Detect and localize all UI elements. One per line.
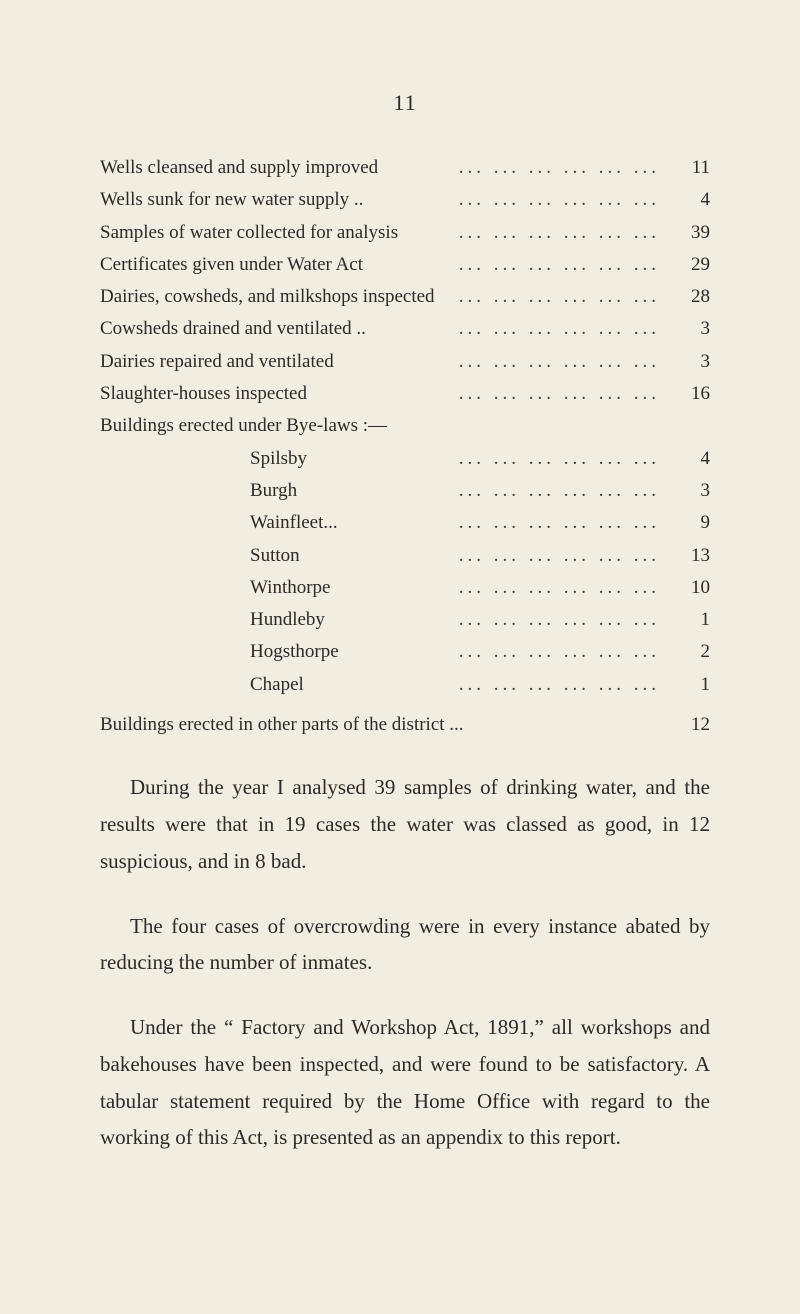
leader-dots: ... ... ... ... ... ... bbox=[307, 378, 666, 410]
buildings-other-parts-row: Buildings erected in other parts of the … bbox=[100, 709, 710, 741]
sub-list-intro: Buildings erected under Bye-laws :— bbox=[100, 410, 710, 442]
list-row: Dairies, cowsheds, and milkshops inspect… bbox=[100, 281, 710, 313]
list-row: Chapel... ... ... ... ... ... 1 bbox=[100, 669, 710, 701]
row-value: 10 bbox=[666, 572, 710, 604]
row-value: 4 bbox=[666, 443, 710, 475]
row-label: Certificates given under Water Act bbox=[100, 249, 363, 281]
row-label: Cowsheds drained and ventilated .. bbox=[100, 313, 366, 345]
row-label: Dairies, cowsheds, and milkshops inspect… bbox=[100, 281, 435, 313]
paragraph-1-text: During the year I analysed 39 samples of… bbox=[100, 769, 710, 879]
list-row: Wells cleansed and supply improved... ..… bbox=[100, 152, 710, 184]
row-label: Dairies repaired and ventilated bbox=[100, 346, 334, 378]
list-row: Sutton... ... ... ... ... ... 13 bbox=[100, 540, 710, 572]
row-value: 3 bbox=[666, 313, 710, 345]
list-row: Wells sunk for new water supply ..... ..… bbox=[100, 184, 710, 216]
row-label: Sutton bbox=[250, 540, 300, 572]
list-row: Wainfleet...... ... ... ... ... ... 9 bbox=[100, 507, 710, 539]
row-value: 3 bbox=[666, 475, 710, 507]
leader-dots: ... ... ... ... ... ... bbox=[334, 346, 666, 378]
leader-dots: ... ... ... ... ... ... bbox=[339, 636, 666, 668]
sub-list: Spilsby... ... ... ... ... ... 4Burgh...… bbox=[100, 443, 710, 701]
paragraph-2: The four cases of overcrowding were in e… bbox=[100, 908, 710, 982]
leader-dots: ... ... ... ... ... ... bbox=[304, 669, 666, 701]
row-value: 12 bbox=[666, 709, 710, 741]
leader-dots: ... ... ... ... ... ... bbox=[366, 313, 666, 345]
leader-dots: ... ... ... ... ... ... bbox=[300, 540, 666, 572]
row-value: 1 bbox=[666, 604, 710, 636]
row-label: Slaughter-houses inspected bbox=[100, 378, 307, 410]
leader-dots: ... ... ... ... ... ... bbox=[325, 604, 666, 636]
list-row: Winthorpe... ... ... ... ... ... 10 bbox=[100, 572, 710, 604]
leader-dots: ... ... ... ... ... ... bbox=[338, 507, 666, 539]
paragraph-3: Under the “ Factory and Workshop Act, 18… bbox=[100, 1009, 710, 1156]
row-label: Hundleby bbox=[250, 604, 325, 636]
row-label: Wells sunk for new water supply .. bbox=[100, 184, 363, 216]
leader-dots: ... ... ... ... ... ... bbox=[307, 443, 666, 475]
list-row: Slaughter-houses inspected... ... ... ..… bbox=[100, 378, 710, 410]
row-value: 13 bbox=[666, 540, 710, 572]
leader-dots: ... ... ... ... ... ... bbox=[331, 572, 667, 604]
list-row: Samples of water collected for analysis.… bbox=[100, 217, 710, 249]
list-row: Burgh... ... ... ... ... ... 3 bbox=[100, 475, 710, 507]
leader-dots: ... ... ... ... ... ... bbox=[398, 217, 666, 249]
list-row: Hundleby... ... ... ... ... ... 1 bbox=[100, 604, 710, 636]
row-label: Samples of water collected for analysis bbox=[100, 217, 398, 249]
row-label: Buildings erected in other parts of the … bbox=[100, 709, 464, 741]
row-label: Spilsby bbox=[250, 443, 307, 475]
row-value: 39 bbox=[666, 217, 710, 249]
leader-dots: ... ... ... ... ... ... bbox=[297, 475, 666, 507]
list-row: Cowsheds drained and ventilated ..... ..… bbox=[100, 313, 710, 345]
document-page: 11 Wells cleansed and supply improved...… bbox=[0, 0, 800, 1314]
row-value: 2 bbox=[666, 636, 710, 668]
row-value: 28 bbox=[666, 281, 710, 313]
leader-dots: ... ... ... ... ... ... bbox=[378, 152, 666, 184]
row-value: 11 bbox=[666, 152, 710, 184]
list-row: Certificates given under Water Act... ..… bbox=[100, 249, 710, 281]
leader-dots: ... ... ... ... ... ... bbox=[363, 249, 666, 281]
row-value: 16 bbox=[666, 378, 710, 410]
row-label: Wainfleet... bbox=[250, 507, 338, 539]
leader-dots: ... ... ... ... ... ... bbox=[363, 184, 666, 216]
row-value: 1 bbox=[666, 669, 710, 701]
row-label: Chapel bbox=[250, 669, 304, 701]
paragraph-2-text: The four cases of overcrowding were in e… bbox=[100, 908, 710, 982]
list-row: Dairies repaired and ventilated... ... .… bbox=[100, 346, 710, 378]
row-value: 3 bbox=[666, 346, 710, 378]
leader-dots: ... ... ... ... ... ... bbox=[435, 281, 666, 313]
row-value: 9 bbox=[666, 507, 710, 539]
list-row: Hogsthorpe... ... ... ... ... ... 2 bbox=[100, 636, 710, 668]
row-value: 29 bbox=[666, 249, 710, 281]
paragraph-3-text: Under the “ Factory and Workshop Act, 18… bbox=[100, 1009, 710, 1156]
row-label: Hogsthorpe bbox=[250, 636, 339, 668]
row-label: Burgh bbox=[250, 475, 297, 507]
row-label: Winthorpe bbox=[250, 572, 331, 604]
row-label: Wells cleansed and supply improved bbox=[100, 152, 378, 184]
page-number: 11 bbox=[100, 90, 710, 116]
main-list: Wells cleansed and supply improved... ..… bbox=[100, 152, 710, 410]
row-value: 4 bbox=[666, 184, 710, 216]
paragraph-1: During the year I analysed 39 samples of… bbox=[100, 769, 710, 879]
list-row: Spilsby... ... ... ... ... ... 4 bbox=[100, 443, 710, 475]
